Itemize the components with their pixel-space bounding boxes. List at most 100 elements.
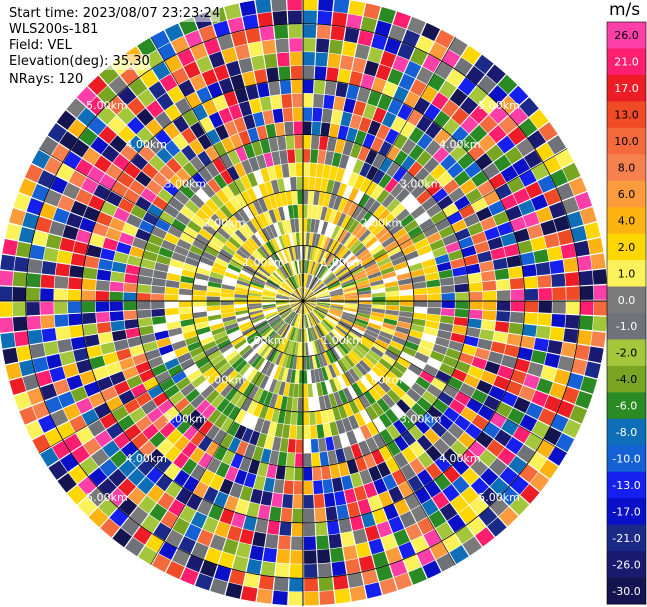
range-gate bbox=[225, 387, 238, 402]
range-gate bbox=[196, 399, 211, 414]
range-gate bbox=[220, 308, 235, 314]
range-gate bbox=[525, 181, 543, 199]
range-gate bbox=[290, 296, 303, 301]
range-gate bbox=[287, 205, 294, 219]
range-gate bbox=[227, 165, 240, 181]
range-gate bbox=[291, 341, 297, 356]
range-gate bbox=[441, 99, 459, 118]
range-gate bbox=[0, 317, 14, 333]
range-gate bbox=[311, 341, 318, 355]
range-gate bbox=[227, 525, 242, 542]
range-gate bbox=[286, 396, 293, 411]
range-gate bbox=[318, 136, 329, 151]
range-gate bbox=[363, 3, 381, 20]
range-gate bbox=[387, 345, 402, 356]
range-gate bbox=[348, 187, 359, 202]
azimuth-line bbox=[302, 148, 568, 302]
range-gate bbox=[416, 66, 434, 85]
range-gate bbox=[397, 103, 413, 121]
range-gate bbox=[381, 213, 395, 227]
range-gate bbox=[376, 397, 390, 413]
range-gate bbox=[290, 301, 303, 305]
range-gate bbox=[251, 141, 263, 156]
range-gate bbox=[442, 233, 458, 246]
range-gate bbox=[489, 497, 509, 517]
range-gate bbox=[384, 178, 399, 193]
range-gate bbox=[294, 274, 300, 288]
range-gate bbox=[376, 461, 391, 478]
range-gate bbox=[557, 229, 574, 246]
range-gate bbox=[465, 263, 481, 275]
range-gate bbox=[89, 233, 105, 248]
range-gate bbox=[98, 258, 113, 271]
range-gate bbox=[311, 326, 318, 340]
range-gate bbox=[238, 246, 252, 258]
range-gate bbox=[497, 447, 516, 466]
range-gate bbox=[410, 268, 425, 278]
range-gate bbox=[523, 211, 540, 228]
range-gate bbox=[393, 86, 409, 103]
range-gate bbox=[371, 308, 386, 314]
range-gate bbox=[200, 336, 215, 346]
range-gate bbox=[147, 203, 164, 218]
range-gate bbox=[479, 95, 498, 114]
range-gate bbox=[219, 248, 234, 260]
range-gate bbox=[215, 209, 229, 223]
range-gate bbox=[428, 510, 447, 529]
range-gate bbox=[123, 398, 141, 414]
range-gate bbox=[271, 0, 287, 12]
range-gate bbox=[197, 150, 212, 167]
range-gate bbox=[123, 282, 138, 293]
range-gate bbox=[590, 253, 606, 270]
range-gate bbox=[63, 403, 81, 421]
range-gate bbox=[385, 457, 400, 474]
range-gate bbox=[275, 563, 290, 578]
range-gate bbox=[218, 77, 234, 94]
range-gate bbox=[364, 263, 379, 273]
range-gate bbox=[361, 232, 375, 246]
range-gate bbox=[260, 327, 273, 338]
range-gate bbox=[337, 68, 351, 84]
range-gate bbox=[405, 523, 423, 541]
range-gate bbox=[463, 254, 479, 266]
range-gate bbox=[492, 257, 508, 270]
range-gate bbox=[295, 162, 303, 177]
range-gate bbox=[367, 90, 382, 107]
range-gate bbox=[12, 302, 27, 317]
range-gate bbox=[179, 505, 196, 523]
range-gate bbox=[177, 352, 192, 364]
range-gate bbox=[135, 415, 153, 432]
range-gate bbox=[527, 362, 544, 377]
range-gate bbox=[174, 346, 190, 358]
range-gate bbox=[348, 220, 360, 234]
range-gate bbox=[155, 111, 172, 129]
range-gate bbox=[234, 469, 248, 486]
range-gate bbox=[151, 308, 166, 317]
range-gate bbox=[320, 178, 329, 193]
range-gate bbox=[450, 440, 468, 457]
range-gate bbox=[281, 424, 290, 439]
range-gate bbox=[257, 461, 269, 477]
range-gate bbox=[277, 322, 287, 335]
range-gate bbox=[355, 279, 370, 287]
range-gate bbox=[292, 327, 298, 342]
range-gate bbox=[486, 439, 505, 457]
range-gate bbox=[243, 382, 255, 397]
range-gate bbox=[263, 211, 273, 226]
range-gate bbox=[178, 301, 193, 308]
range-gate bbox=[330, 241, 341, 255]
range-gate bbox=[331, 109, 343, 125]
range-gate bbox=[518, 385, 536, 402]
range-gate bbox=[354, 130, 367, 146]
range-gate bbox=[328, 349, 338, 363]
range-gate bbox=[276, 303, 290, 309]
range-gate bbox=[264, 435, 275, 450]
range-gate bbox=[420, 173, 436, 190]
range-gate bbox=[189, 447, 205, 464]
range-gate bbox=[275, 269, 286, 281]
range-gate bbox=[423, 103, 441, 121]
range-gate bbox=[238, 226, 251, 240]
range-gate bbox=[331, 181, 341, 196]
range-gate bbox=[224, 271, 239, 280]
range-gate bbox=[468, 440, 486, 458]
